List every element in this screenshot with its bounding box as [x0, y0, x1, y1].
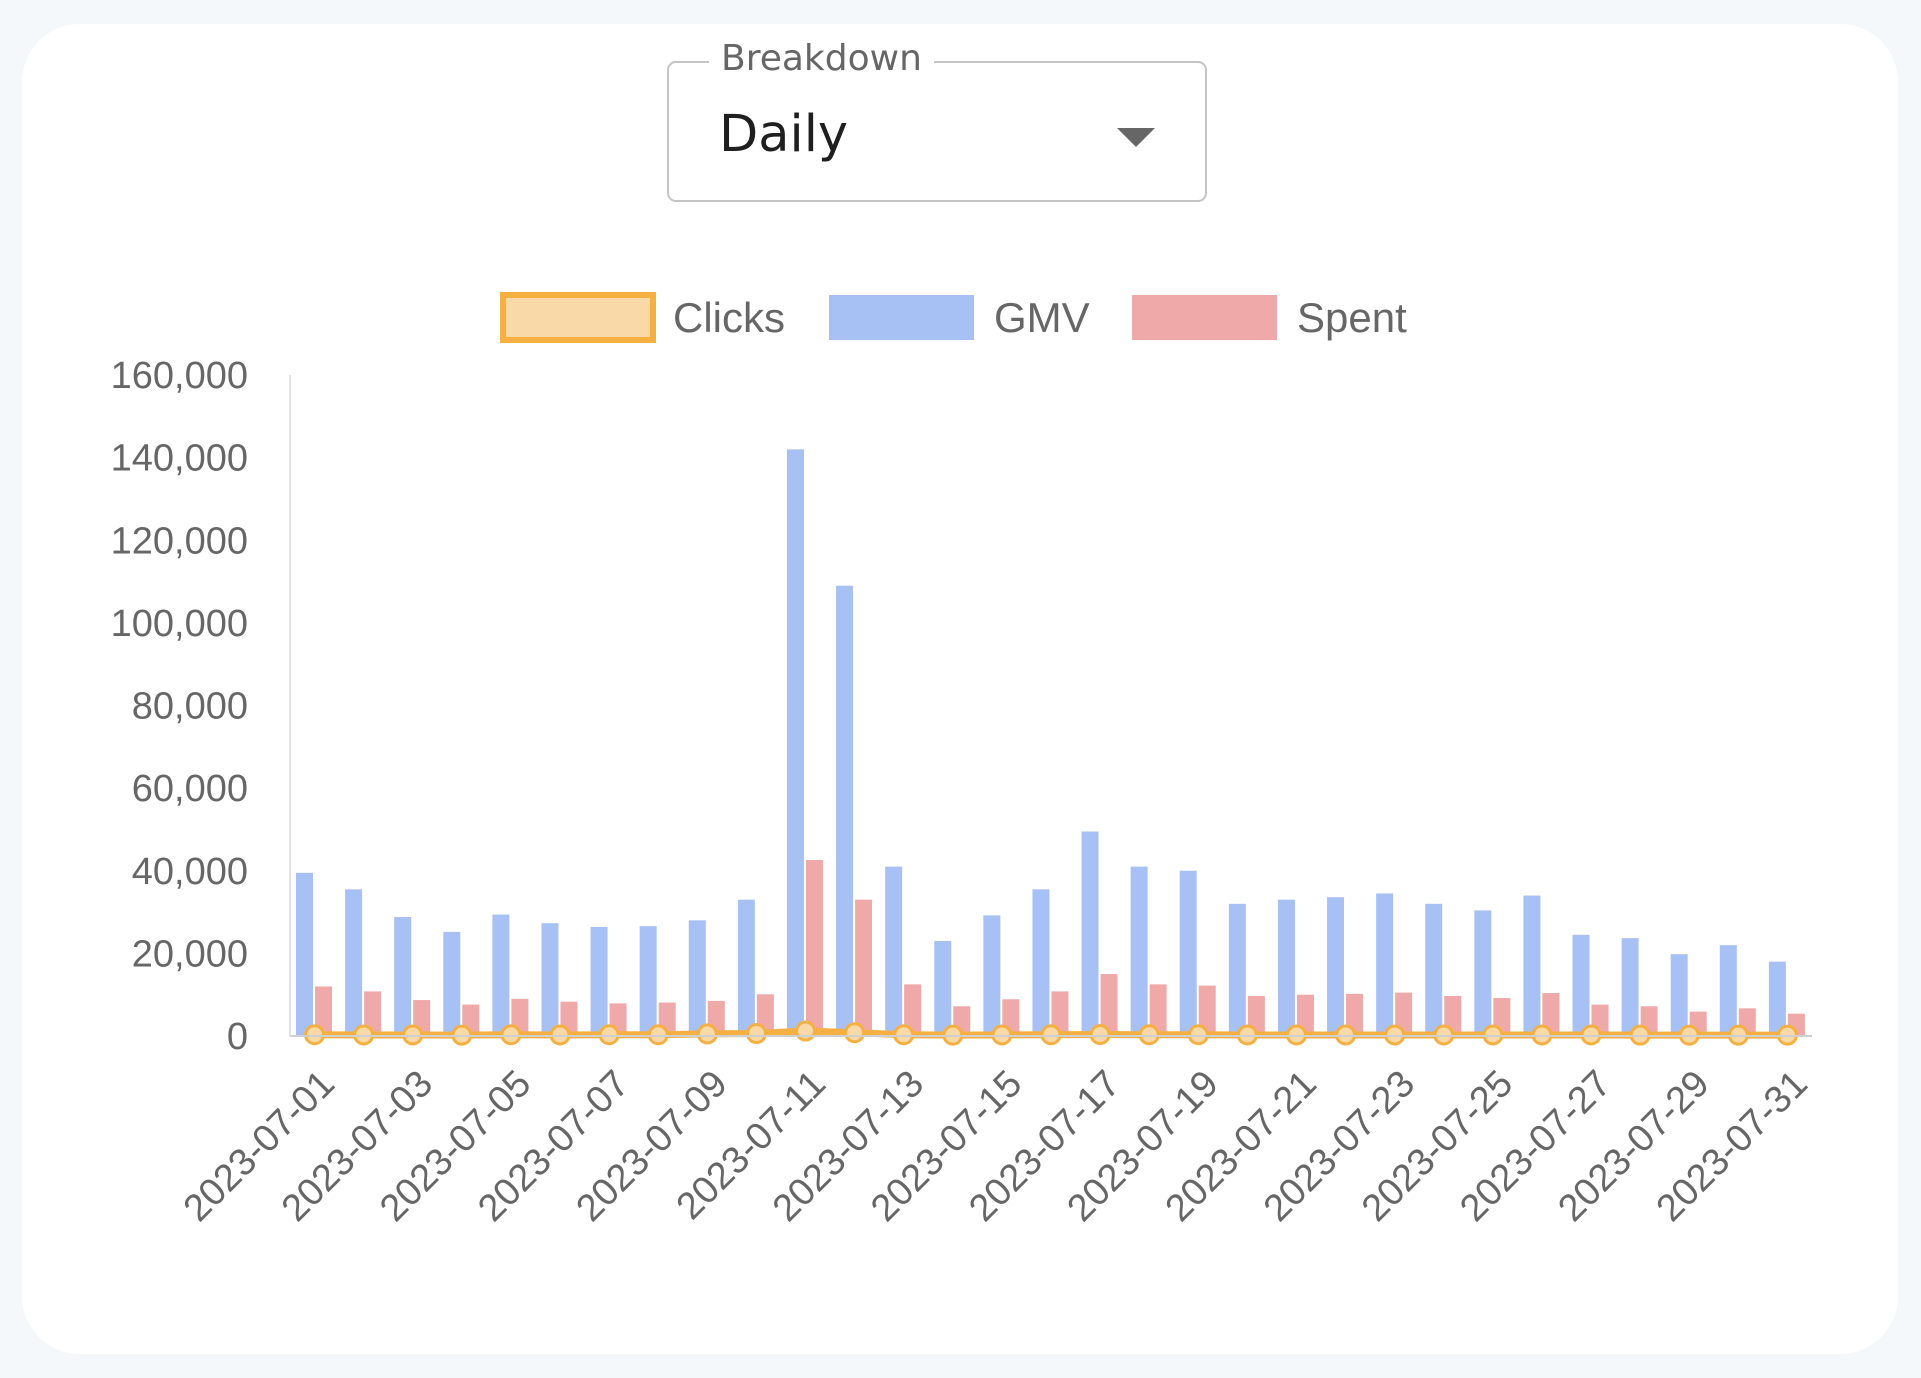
spent-bar — [1100, 974, 1118, 1036]
spent-bar — [904, 984, 922, 1036]
clicks-point — [991, 1024, 1013, 1046]
spent-bar — [1395, 992, 1413, 1036]
gmv-bar — [1376, 893, 1394, 1036]
bars — [296, 449, 1805, 1036]
legend: Clicks GMV Spent — [500, 292, 1407, 343]
spent-bar — [1149, 984, 1167, 1036]
gmv-bar — [590, 926, 608, 1036]
gmv-bar — [1032, 889, 1050, 1036]
gmv-bar — [541, 923, 559, 1036]
clicks-point — [1187, 1024, 1209, 1046]
gmv-bar — [1670, 954, 1688, 1036]
gmv-bar — [885, 866, 903, 1036]
gmv-bar — [639, 926, 657, 1036]
gmv-bar — [394, 917, 412, 1036]
gmv-bar — [1425, 903, 1443, 1036]
clicks-point — [402, 1024, 424, 1046]
gmv-bar — [345, 889, 363, 1036]
clicks-point — [1482, 1024, 1504, 1046]
legend-swatch — [500, 292, 656, 343]
clicks-point — [304, 1024, 326, 1046]
gmv-bar — [1572, 934, 1590, 1036]
y-axis: 0 20,000 40,000 60,000 80,000 100,000 120,000 1… — [111, 355, 291, 1058]
clicks-point — [1236, 1024, 1258, 1046]
y-tick-label: 120,000 — [111, 520, 248, 562]
gmv-bar — [737, 899, 755, 1036]
y-tick-label: 0 — [227, 1016, 248, 1058]
y-tick-label: 100,000 — [111, 603, 248, 645]
gmv-bar — [836, 585, 854, 1036]
legend-label: GMV — [994, 294, 1090, 341]
legend-swatch — [1132, 295, 1277, 340]
gmv-bar — [1327, 897, 1345, 1036]
breakdown-value: Daily — [719, 105, 849, 164]
gmv-bar — [1179, 870, 1197, 1036]
breakdown-label: Breakdown — [709, 37, 934, 81]
gmv-bar — [1719, 945, 1737, 1036]
clicks-point — [795, 1020, 817, 1042]
clicks-point — [353, 1024, 375, 1046]
gmv-bar — [1523, 895, 1541, 1036]
gmv-bar — [492, 914, 510, 1036]
gmv-bar — [1081, 831, 1099, 1036]
y-tick-label: 40,000 — [132, 851, 248, 893]
spent-bar — [315, 986, 332, 1036]
clicks-point — [1285, 1024, 1307, 1046]
legend-label: Clicks — [673, 294, 785, 341]
y-tick-label: 60,000 — [132, 768, 248, 810]
clicks-point — [1580, 1024, 1602, 1046]
spent-bar — [855, 899, 873, 1036]
gmv-bar — [1130, 866, 1148, 1036]
x-axis: 2023-07-012023-07-032023-07-052023-07-07… — [176, 1035, 1816, 1230]
gmv-bar — [1277, 899, 1295, 1036]
gmv-bar — [296, 872, 313, 1036]
clicks-point — [1384, 1024, 1406, 1046]
gmv-bar — [1768, 961, 1786, 1036]
gmv-bar — [688, 920, 706, 1036]
spent-bar — [1542, 993, 1560, 1036]
gmv-bar — [1228, 903, 1246, 1036]
clicks-point — [500, 1024, 522, 1046]
clicks-point — [1335, 1024, 1357, 1046]
clicks-point — [1433, 1024, 1455, 1046]
clicks-point — [647, 1024, 669, 1046]
spent-bar — [805, 860, 823, 1036]
gmv-bar — [443, 931, 461, 1036]
spent-bar — [1051, 991, 1069, 1036]
gmv-bar — [1621, 938, 1639, 1036]
legend-label: Spent — [1297, 294, 1407, 341]
legend-swatch — [829, 295, 974, 340]
clicks-point — [893, 1024, 915, 1046]
clicks-point — [1531, 1024, 1553, 1046]
clicks-point — [549, 1024, 571, 1046]
y-tick-label: 140,000 — [111, 438, 248, 480]
clicks-point — [745, 1023, 767, 1045]
spent-bar — [1198, 985, 1216, 1036]
spent-bar — [364, 991, 382, 1036]
clicks-point — [598, 1024, 620, 1046]
y-tick-label: 20,000 — [132, 933, 248, 975]
clicks-point — [1089, 1024, 1111, 1046]
y-tick-label: 80,000 — [132, 686, 248, 728]
y-tick-label: 160,000 — [111, 355, 248, 397]
clicks-point — [696, 1023, 718, 1045]
chevron-down-icon — [1117, 128, 1155, 147]
gmv-bar — [983, 915, 1001, 1036]
gmv-bar — [934, 940, 952, 1036]
clicks-point — [1040, 1024, 1062, 1046]
chart-card — [22, 24, 1898, 1354]
breakdown-select[interactable]: Breakdown Daily — [667, 37, 1207, 202]
spent-bar — [1346, 993, 1364, 1036]
clicks-point — [1138, 1024, 1160, 1046]
gmv-bar — [786, 449, 804, 1036]
clicks-point — [844, 1022, 866, 1044]
gmv-bar — [1474, 910, 1492, 1036]
